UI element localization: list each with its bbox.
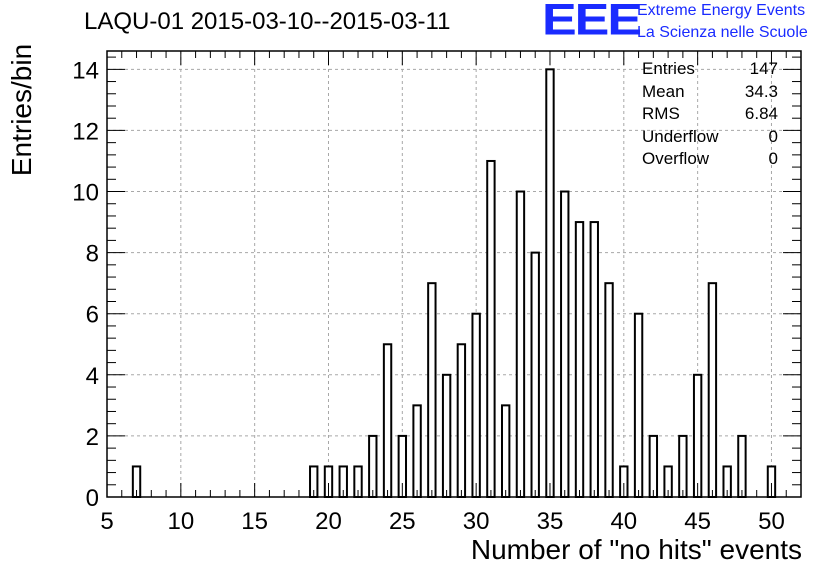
histogram-bar [692,373,703,499]
histogram-bar [530,251,540,498]
y-tick-label: 14 [72,57,99,84]
y-tick-label: 6 [86,302,99,329]
y-tick-label: 4 [86,363,99,390]
y-axis-ticks: 0 2 4 6 8 10 12 14 [72,56,801,512]
histogram-bar [648,434,659,499]
histogram-bar [368,434,378,499]
histogram-bar [471,312,481,499]
logo-line-2: La Scienza nelle Scuole [637,24,808,41]
stat-value: 0 [768,149,778,168]
axes [106,50,802,498]
stat-label: Entries [642,59,695,78]
histogram-bar [574,221,585,499]
stat-value: 6.84 [744,104,778,123]
histogram-bar [737,434,747,499]
plot-frame [106,50,802,498]
stat-label: Underflow [642,126,719,146]
stat-row-overflow: Overflow 0 [642,148,778,171]
logo-line-1: Extreme Energy Events [637,2,806,19]
eee-logo: EEE [542,0,642,45]
x-tick-label: 35 [537,508,564,535]
y-axis-label: Entries/bin [6,43,37,177]
y-tick-label: 0 [86,485,99,512]
x-axis-ticks: 5 10 15 20 25 30 35 40 45 50 [100,51,802,535]
y-tick-label: 12 [72,118,99,145]
histogram-bar [515,190,526,499]
stat-label: Mean [642,81,685,101]
chart-title: LAQU-01 2015-03-10--2015-03-11 [84,8,451,35]
x-tick-label: 10 [167,508,194,535]
stat-label: RMS [642,104,680,123]
histogram-bar [500,404,511,499]
stat-value: 147 [749,59,778,78]
x-tick-label: 5 [100,508,113,535]
histogram-bar [486,159,496,498]
histogram-bar [633,312,644,499]
histogram-bar [382,343,393,499]
histogram-bar [412,404,422,499]
x-tick-label: 45 [684,508,711,535]
histogram-bar [545,68,555,498]
stat-row-mean: Mean 34.3 [642,81,778,104]
stat-row-rms: RMS 6.84 [642,103,778,126]
x-tick-label: 40 [610,508,637,535]
y-tick-label: 8 [86,241,99,268]
y-tick-label: 10 [72,180,99,207]
stats-box: Entries 147 Mean 34.3 RMS 6.84 Underflow… [642,58,778,171]
histogram-bar [441,373,452,499]
histogram-bar [427,282,437,499]
x-tick-label: 20 [315,508,342,535]
histogram-bar [604,282,614,499]
y-tick-label: 2 [86,424,99,451]
stat-row-underflow: Underflow 0 [642,126,778,149]
x-tick-label: 25 [389,508,416,535]
stat-value: 34.3 [744,81,778,101]
histogram-bar [560,190,570,499]
stat-value: 0 [768,126,778,146]
stat-label: Overflow [642,149,710,168]
x-tick-label: 50 [758,508,785,535]
histogram-bar [678,434,688,499]
stat-row-entries: Entries 147 [642,58,778,81]
histogram-bar [589,221,599,499]
histogram-bar [456,343,467,499]
x-tick-label: 15 [241,508,268,535]
histogram-bar [707,282,718,499]
x-axis-label: Number of "no hits" events [470,534,802,565]
x-tick-label: 30 [463,508,490,535]
